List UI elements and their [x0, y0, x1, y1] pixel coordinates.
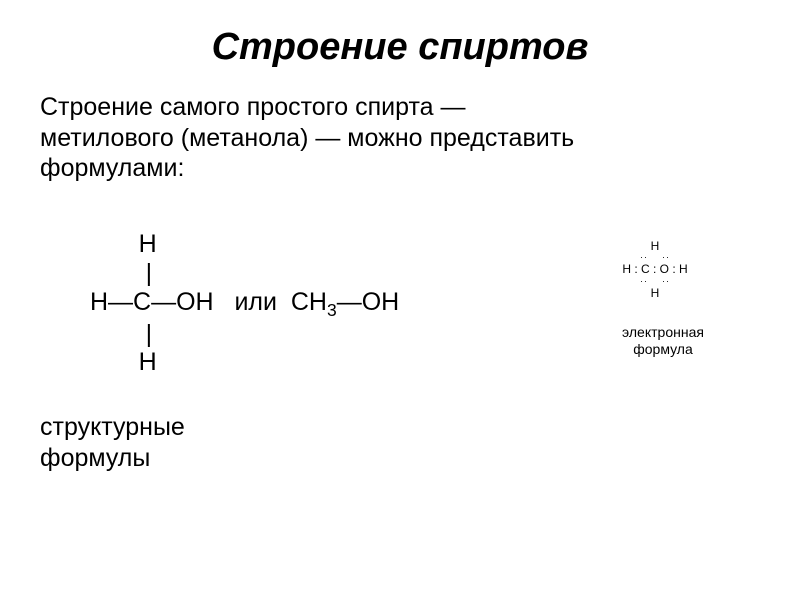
- structural-label: структурные формулы: [40, 412, 260, 473]
- electronic-label: электронная формула: [598, 324, 728, 358]
- formula-line-3a: H—C—OH или CH: [90, 288, 327, 316]
- electronic-formula: H ·· ·· H : C : O : H ·· ·· H: [590, 238, 720, 301]
- electronic-line-bot-h: H: [590, 285, 720, 301]
- formula-line-3b: —OH: [337, 288, 400, 316]
- intro-paragraph: Строение самого простого спирта — метило…: [40, 92, 580, 184]
- formula-line-1: H: [90, 230, 399, 259]
- formula-line-2: |: [90, 259, 399, 288]
- electronic-label-l2: формула: [633, 341, 693, 357]
- electronic-line-bot-dots: ·· ··: [590, 278, 720, 285]
- electronic-label-l1: электронная: [622, 324, 704, 340]
- slide-title: Строение спиртов: [0, 26, 800, 69]
- structural-formula: H | H—C—OH или CH3—OH | H: [90, 230, 399, 377]
- formula-line-3: H—C—OH или CH3—OH: [90, 288, 399, 320]
- formula-subscript: 3: [327, 300, 337, 320]
- slide: Строение спиртов Строение самого простог…: [0, 0, 800, 600]
- formula-line-4: |: [90, 320, 399, 349]
- formula-line-5: H: [90, 348, 399, 377]
- electronic-line-top-dots: ·· ··: [590, 254, 720, 261]
